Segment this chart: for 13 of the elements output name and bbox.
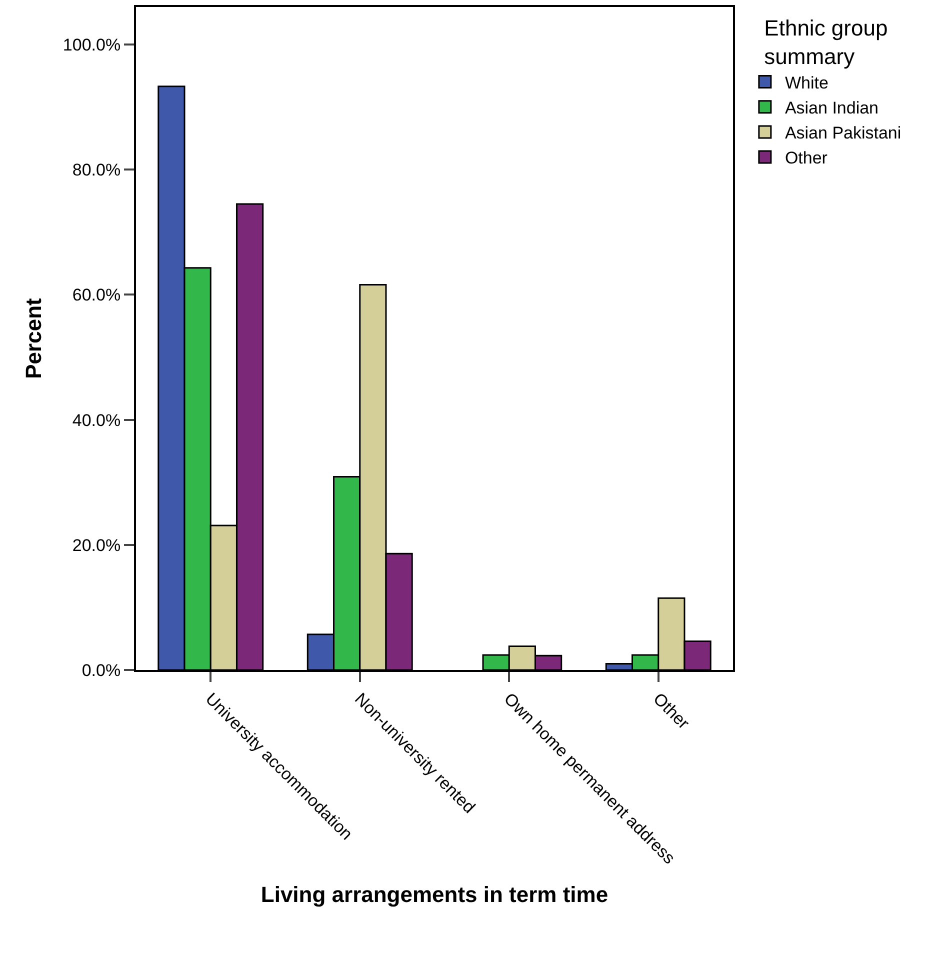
y-tick-label: 0.0%	[82, 660, 121, 680]
y-tick-label: 40.0%	[72, 410, 121, 430]
legend-label: Asian Pakistani	[784, 124, 902, 143]
x-axis-title: Living arrangements in term time	[260, 882, 608, 908]
legend-label: Asian Indian	[784, 98, 879, 118]
y-axis-title: Percent	[21, 297, 46, 379]
y-tick-label: 60.0%	[72, 286, 121, 305]
y-tick-label: 100.0%	[62, 35, 121, 54]
legend-title: Ethnic group summary	[764, 16, 888, 70]
y-tick-label: 20.0%	[72, 536, 121, 555]
legend-label: Other	[784, 148, 828, 168]
y-tick-label: 80.0%	[72, 160, 121, 180]
legend-label: White	[784, 73, 828, 92]
